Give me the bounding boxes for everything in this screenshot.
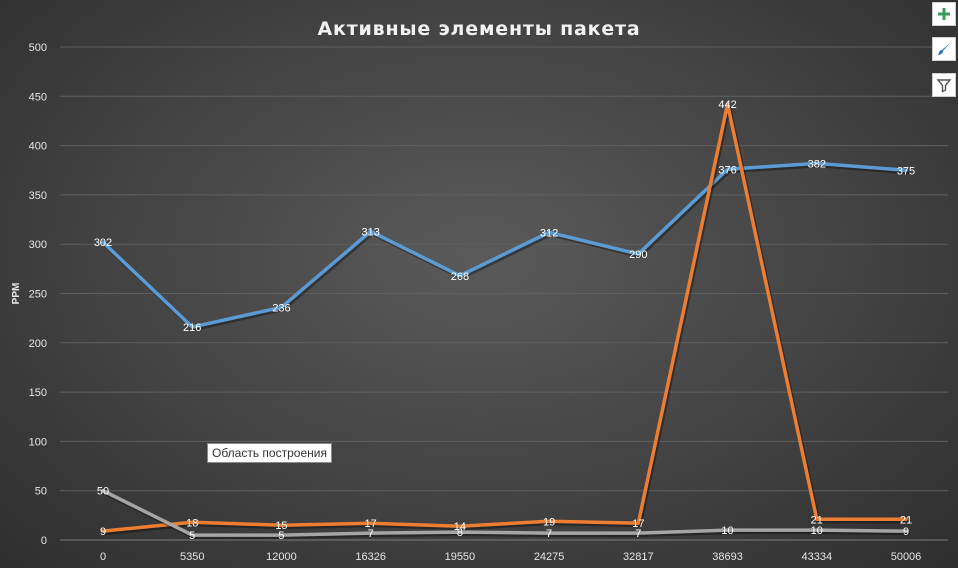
series-shadow	[102, 163, 910, 332]
x-tick-label: 16326	[355, 551, 386, 563]
x-tick-label: 43334	[801, 551, 832, 563]
chart-styles-button[interactable]	[932, 37, 956, 61]
series-shadow	[102, 490, 910, 540]
data-label: 236	[272, 302, 290, 314]
data-label: 18	[186, 517, 198, 529]
data-label: 10	[721, 525, 733, 537]
chart-title: Активные элементы пакета	[317, 18, 641, 40]
data-label: 5	[278, 530, 284, 542]
x-tick-label: 24275	[534, 551, 565, 563]
data-label: 21	[811, 514, 823, 526]
series-line	[101, 161, 908, 329]
series-lines	[101, 102, 910, 540]
y-tick-label: 200	[29, 338, 47, 350]
y-tick-label: 400	[29, 141, 47, 153]
series-line	[101, 102, 908, 533]
y-axis-label: PPM	[11, 283, 22, 305]
x-tick-label: 19550	[445, 551, 476, 563]
data-label: 15	[275, 520, 287, 532]
data-label: 7	[546, 528, 552, 540]
y-tick-label: 50	[35, 486, 47, 498]
data-label: 8	[457, 527, 463, 539]
x-tick-label: 0	[100, 551, 106, 563]
x-tick-label: 12000	[266, 551, 297, 563]
data-label: 302	[94, 237, 112, 249]
data-label: 376	[718, 164, 736, 176]
x-tick-label: 5350	[180, 551, 204, 563]
x-tick-label: 50006	[891, 551, 922, 563]
data-label: 5	[189, 530, 195, 542]
data-label: 7	[635, 528, 641, 540]
data-label: 9	[100, 526, 106, 538]
y-tick-label: 300	[29, 239, 47, 251]
x-tick-label: 38693	[712, 551, 743, 563]
data-label: 382	[808, 158, 826, 170]
x-tick-label: 32817	[623, 551, 654, 563]
y-tick-label: 0	[41, 535, 47, 547]
filter-icon	[936, 79, 952, 93]
add-chart-element-button[interactable]	[932, 2, 956, 26]
y-tick-label: 100	[29, 436, 47, 448]
data-label: 19	[543, 516, 555, 528]
data-label: 14	[454, 521, 466, 533]
data-label: 312	[540, 227, 558, 239]
chart-filters-button[interactable]	[932, 73, 956, 97]
y-tick-label: 450	[29, 91, 47, 103]
plot-area-tooltip: Область построения	[207, 443, 332, 463]
brush-icon	[938, 43, 950, 55]
data-labels: 302 216 236 313 268 312 290 376 382 375 9 18 15 17 14 1…	[94, 99, 915, 542]
data-label: 442	[718, 99, 736, 111]
plus-icon	[938, 8, 950, 20]
data-label: 7	[368, 528, 374, 540]
data-label: 313	[361, 226, 379, 238]
data-label: 290	[629, 249, 647, 261]
data-label: 375	[897, 165, 915, 177]
y-tick-label: 150	[29, 387, 47, 399]
data-label: 268	[451, 271, 469, 283]
series-line	[101, 488, 908, 537]
data-label: 9	[903, 526, 909, 538]
y-tick-label: 500	[29, 42, 47, 54]
data-label: 21	[900, 514, 912, 526]
data-label: 216	[183, 322, 201, 334]
y-tick-label: 250	[29, 289, 47, 301]
data-label: 17	[365, 518, 377, 530]
gridlines	[60, 46, 948, 541]
axis-labels: 0 50 100 150 200 250 300 350 400 450 500 0 5350 12000…	[11, 42, 921, 563]
y-tick-label: 350	[29, 190, 47, 202]
data-label: 50	[97, 486, 109, 498]
data-label: 17	[632, 518, 644, 530]
data-label: 10	[811, 525, 823, 537]
